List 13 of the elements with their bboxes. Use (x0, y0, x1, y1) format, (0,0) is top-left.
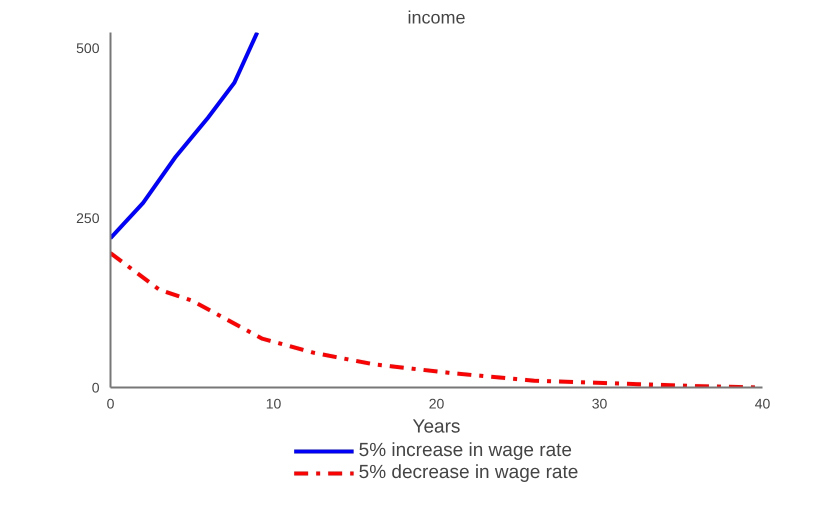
x-tick-label: 40 (754, 396, 770, 412)
y-tick-label: 0 (92, 380, 100, 396)
chart-title: income (407, 8, 466, 28)
x-tick-label: 30 (592, 396, 608, 412)
x-tick-label: 0 (106, 396, 115, 412)
x-tick-label: 10 (266, 396, 282, 412)
legend-label: 5% increase in wage rate (358, 440, 572, 462)
legend-label: 5% decrease in wage rate (358, 462, 578, 484)
y-tick-label: 500 (76, 40, 100, 56)
x-axis-title: Years (412, 416, 460, 438)
x-tick-label: 20 (428, 396, 444, 412)
y-tick-label: 250 (76, 210, 100, 226)
line-series (110, 32, 260, 240)
